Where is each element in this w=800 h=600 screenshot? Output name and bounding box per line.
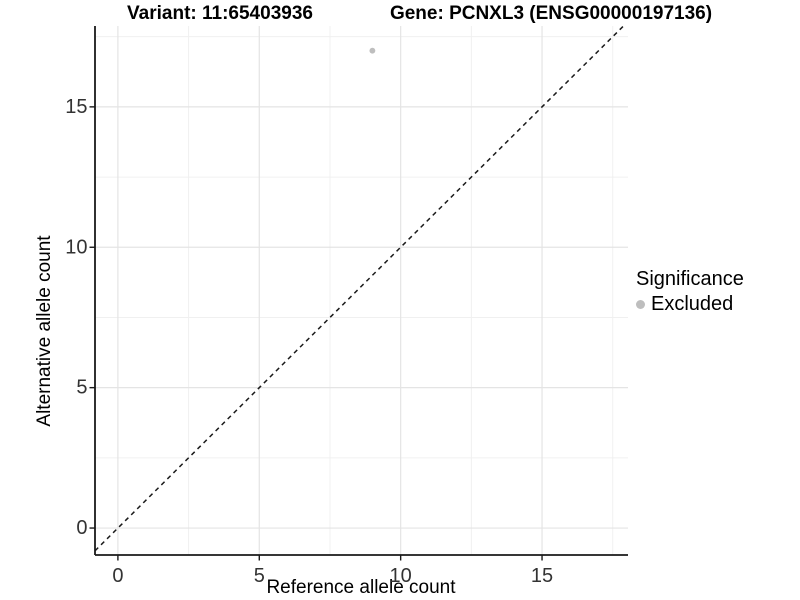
legend-item-excluded: Excluded (636, 293, 796, 316)
svg-text:5: 5 (76, 377, 87, 399)
svg-text:5: 5 (254, 565, 265, 587)
legend-point-icon (636, 300, 645, 309)
svg-text:0: 0 (112, 565, 123, 587)
svg-text:15: 15 (65, 96, 87, 118)
y-axis-label: Alternative allele count (34, 235, 55, 427)
legend-item-label: Excluded (651, 293, 734, 315)
plot-title-variant: Variant: 11:65403936 (127, 3, 313, 24)
legend-title: Significance (636, 268, 744, 290)
svg-text:0: 0 (76, 517, 87, 539)
svg-text:10: 10 (65, 236, 87, 258)
x-axis-label: Reference allele count (266, 577, 456, 598)
svg-text:15: 15 (531, 565, 553, 587)
legend: Significance Excluded (636, 268, 796, 316)
plot-title-gene: Gene: PCNXL3 (ENSG00000197136) (389, 3, 713, 24)
